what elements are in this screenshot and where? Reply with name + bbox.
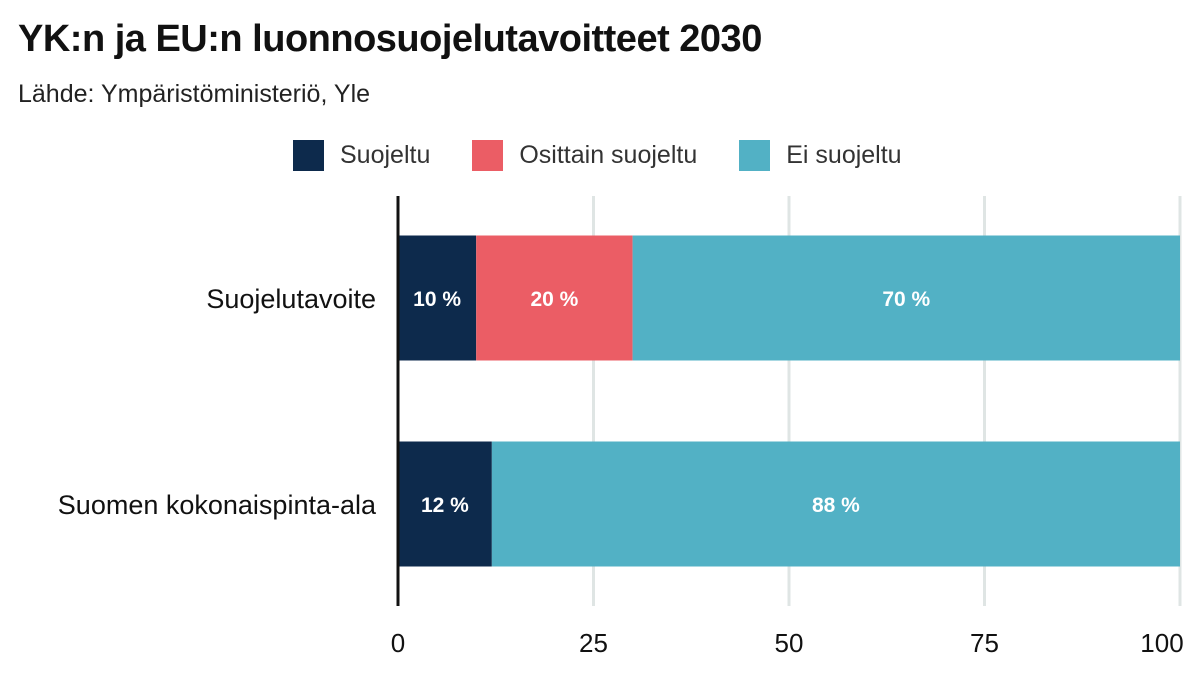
chart-title: YK:n ja EU:n luonnosuojelutavoitteet 203… [18, 18, 762, 60]
legend-label-ei-suojeltu: Ei suojeltu [786, 141, 902, 169]
chart-subtitle: Lähde: Ympäristöministeriö, Yle [18, 80, 371, 108]
legend-item-suojeltu: Suojeltu [293, 140, 430, 171]
legend-label-suojeltu: Suojeltu [340, 141, 431, 169]
legend: Suojeltu Osittain suojeltu Ei suojeltu [293, 140, 944, 171]
bar-1-0 [398, 441, 492, 567]
category-label-0: Suojelutavoite [206, 284, 376, 314]
bar-1-2 [491, 441, 1181, 567]
bar-label-0-1: 20 % [530, 288, 578, 311]
legend-swatch-osittain-suojeltu [472, 140, 504, 171]
legend-label-osittain-suojeltu: Osittain suojeltu [519, 141, 698, 169]
bar-label-0-2: 70 % [882, 288, 930, 311]
x-tick-label-0: 0 [391, 628, 405, 658]
bar-0-1 [476, 235, 633, 361]
legend-item-osittain-suojeltu: Osittain suojeltu [472, 140, 697, 171]
x-tick-label-50: 50 [775, 628, 804, 658]
bar-label-0-0: 10 % [413, 288, 461, 311]
legend-swatch-ei-suojeltu [739, 140, 771, 171]
x-tick-label-75: 75 [970, 628, 999, 658]
category-label-1: Suomen kokonaispinta-ala [58, 490, 377, 520]
bar-label-1-0: 12 % [421, 494, 469, 517]
bar-0-2 [632, 235, 1180, 361]
x-tick-label-100: 100 [1140, 628, 1183, 658]
bar-0-0 [398, 235, 477, 361]
bar-label-1-2: 88 % [812, 494, 860, 517]
legend-item-ei-suojeltu: Ei suojeltu [739, 140, 902, 171]
x-tick-label-25: 25 [579, 628, 608, 658]
legend-swatch-suojeltu [293, 140, 324, 171]
